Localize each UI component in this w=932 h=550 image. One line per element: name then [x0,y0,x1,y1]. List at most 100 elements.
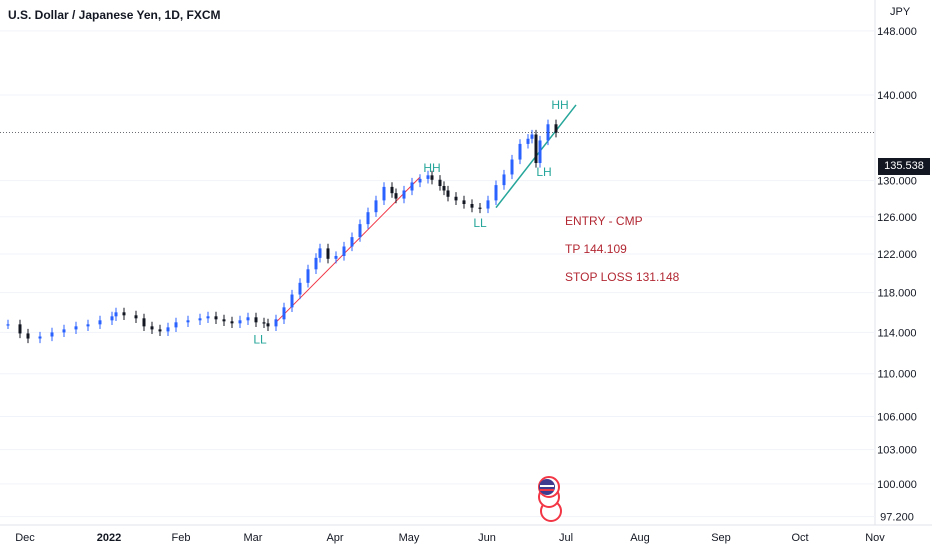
candle-body [282,307,286,320]
x-tick-label: Apr [326,532,343,544]
x-tick-label: Sep [711,532,731,544]
x-tick-label: Jul [559,532,573,544]
candle-body [402,190,406,199]
flag-markers [538,476,562,522]
candle-body [430,175,434,180]
candle-body [6,324,10,326]
candle-body [142,318,146,327]
candle-body [86,324,90,327]
sl-annotation: STOP LOSS 131.148 [565,270,680,284]
currency-label: JPY [890,6,911,18]
candle-body [38,336,42,339]
candle-body [306,269,310,283]
candle-body [222,319,226,322]
x-tick-label: May [399,532,420,544]
candle-body [150,326,154,330]
y-tick-label: 148.000 [877,26,917,38]
candle-body [98,320,102,325]
candle-body [206,316,210,319]
candle-body [326,248,330,259]
y-tick-label: 114.000 [878,327,917,339]
pattern-label: LL [253,333,267,347]
price-series [0,119,875,344]
candle-body [114,312,118,317]
candle-body [274,319,278,327]
x-tick-label: Oct [791,532,808,544]
candle-body [518,143,522,160]
candle-body [494,185,498,201]
y-tick-label: 122.000 [877,249,917,261]
candle-body [214,316,218,320]
candle-body [394,193,398,199]
candle-body [546,124,550,141]
candle-body [342,246,346,256]
flag-stripe [540,485,554,487]
candle-body [358,224,362,238]
candle-body [110,316,114,321]
candle-body [186,320,190,323]
candle-body [230,321,234,324]
candle-body [266,323,270,327]
candle-body [502,174,506,186]
grid [0,0,876,525]
candle-body [318,248,322,258]
candle-body [554,124,558,133]
candle-body [238,320,242,324]
candle-body [26,333,30,339]
candle-body [438,179,442,187]
candle-body [198,318,202,321]
candle-body [166,327,170,332]
candle-body [530,134,534,139]
y-tick-label: 130.000 [877,176,917,188]
annotations: LL HH LL HH LH ENTRY - CMP TP 144.109 STOP LOSS… [253,98,679,346]
pattern-label: LH [536,165,551,179]
x-tick-label: Mar [244,532,263,544]
candle-body [298,282,302,295]
candle-body [442,186,446,191]
y-tick-label: 97.200 [880,512,914,524]
candle-body [262,322,266,324]
candle-body [486,200,490,209]
candle-body [74,326,78,330]
chart-title: U.S. Dollar / Japanese Yen, 1D, FXCM [8,8,221,22]
candle-body [334,255,338,259]
y-tick-label: 110.000 [878,369,917,381]
y-tick-label: 106.000 [877,412,917,424]
candle-body [470,204,474,208]
candle-body [478,207,482,209]
candle-body [314,257,318,270]
candle-body [454,196,458,201]
candle-body [382,186,386,201]
x-tick-label: Nov [865,532,885,544]
candle-body [374,200,378,213]
y-tick-label: 103.000 [877,445,917,457]
candle-body [134,315,138,319]
x-tick-label: Aug [630,532,650,544]
candle-body [510,159,514,175]
tp-annotation: TP 144.109 [565,242,627,256]
entry-annotation: ENTRY - CMP [565,214,643,228]
x-tick-label: 2022 [97,532,121,544]
flag-stripe [540,489,554,491]
candle-body [50,332,54,337]
candle-body [350,237,354,247]
y-tick-label: 100.000 [877,479,917,491]
candle-body [538,140,542,164]
candle-body [18,324,22,334]
candle-body [462,200,466,205]
last-price-tag: 135.538 [878,158,930,175]
x-tick-label: Dec [15,532,35,544]
candle-body [158,329,162,332]
x-tick-label: Feb [172,532,191,544]
uptrend-line-red [275,176,421,323]
y-axis: 97.200 100.000 103.000 106.000 110.000 114.00… [877,26,917,524]
candle-body [390,186,394,194]
pattern-label: LL [473,216,487,230]
y-tick-label: 118.000 [878,288,917,300]
x-tick-label: Jun [478,532,496,544]
x-axis: Dec 2022 Feb Mar Apr May Jun Jul Aug Sep Oct Nov [0,524,932,544]
candle-body [246,317,250,321]
pattern-label: HH [551,98,568,112]
candle-body [254,317,258,323]
